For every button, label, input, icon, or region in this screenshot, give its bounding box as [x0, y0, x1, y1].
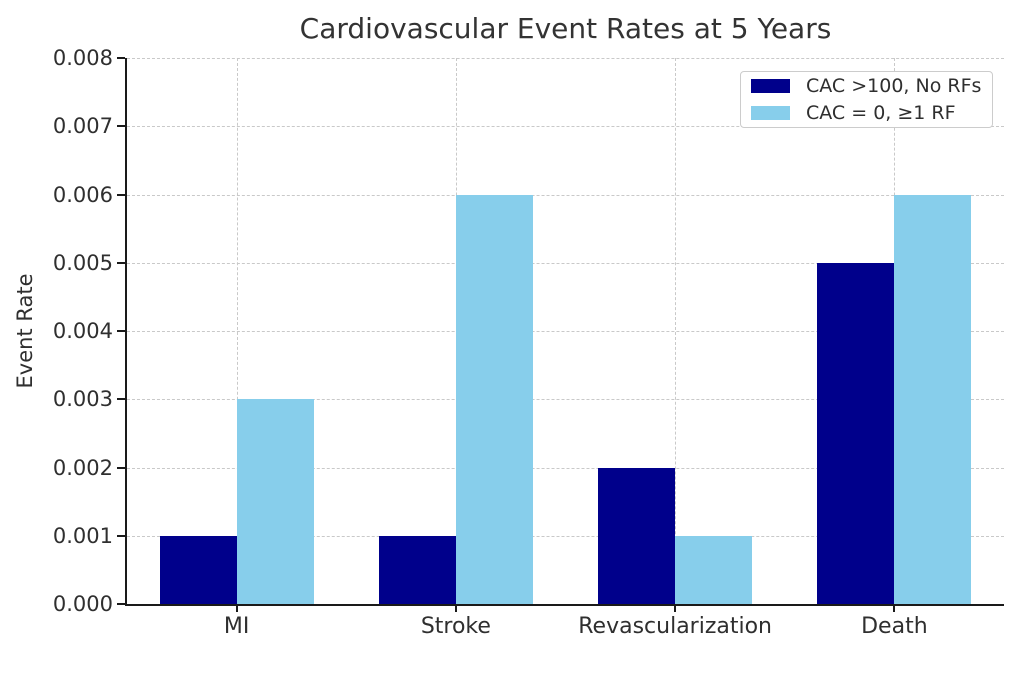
y-gridline: [127, 262, 1004, 264]
y-tick-label: 0.008: [52, 46, 113, 70]
x-tick-mark: [674, 606, 677, 612]
x-tick-mark: [893, 606, 896, 612]
y-tick-mark: [117, 398, 125, 401]
x-tick-mark: [235, 606, 238, 612]
x-tick-label: MI: [223, 614, 250, 639]
y-tick-mark: [117, 261, 125, 264]
bar-death-series-1: [894, 194, 972, 604]
y-tick-label: 0.000: [52, 592, 113, 616]
y-tick-mark: [117, 125, 125, 128]
y-tick-mark: [117, 193, 125, 196]
legend-swatch: [751, 106, 790, 120]
y-tick-label: 0.001: [52, 523, 113, 548]
y-gridline: [127, 331, 1004, 332]
plot-area: 0.000 0.001 0.002 0.003 0.004 0.005 0.006 0.007…: [53, 46, 1004, 639]
x-axis-spine: [125, 604, 1004, 606]
x-gridline: [236, 58, 238, 604]
y-tick-mark: [117, 603, 125, 605]
x-tick-label: Death: [861, 614, 928, 639]
y-tick-mark: [117, 57, 125, 59]
y-tick-label: 0.007: [52, 114, 113, 139]
y-tick-label: 0.002: [52, 455, 113, 480]
bar-revascularization-series-0: [598, 467, 676, 604]
legend-entry: CAC >100, No RFs: [751, 75, 982, 97]
x-tick-mark: [454, 606, 457, 612]
y-gridline: [127, 535, 1004, 537]
legend-entry: CAC = 0, ≥1 RF: [751, 102, 982, 124]
bar-stroke-series-1: [455, 194, 533, 604]
y-tick-label: 0.006: [52, 182, 113, 207]
bar-mi-series-1: [236, 399, 314, 604]
legend-label: CAC = 0, ≥1 RF: [806, 102, 956, 124]
bar-revascularization-series-1: [675, 535, 753, 604]
y-axis-label: Event Rate: [13, 273, 37, 389]
y-tick-mark: [117, 330, 125, 332]
bar-mi-series-0: [159, 535, 237, 604]
bar-death-series-0: [817, 262, 895, 604]
y-gridline: [127, 194, 1004, 196]
legend-swatch: [751, 79, 790, 93]
chart-title: Cardiovascular Event Rates at 5 Years: [299, 12, 832, 45]
y-gridline: [127, 467, 1004, 469]
x-gridline: [675, 58, 677, 604]
y-axis-spine: [125, 58, 127, 606]
y-tick-mark: [117, 534, 125, 537]
bar-stroke-series-0: [378, 535, 456, 604]
y-gridline: [127, 399, 1004, 401]
y-gridline: [127, 126, 1004, 128]
x-tick-label: Revascularization: [578, 614, 773, 639]
y-tick-mark: [117, 466, 125, 469]
x-tick-label: Stroke: [420, 614, 491, 639]
y-tick-label: 0.004: [52, 319, 113, 343]
legend: CAC >100, No RFs CAC = 0, ≥1 RF: [740, 71, 993, 128]
y-gridline: [127, 58, 1004, 59]
y-tick-label: 0.005: [52, 250, 113, 275]
y-tick-label: 0.003: [52, 387, 113, 412]
legend-label: CAC >100, No RFs: [806, 75, 982, 97]
